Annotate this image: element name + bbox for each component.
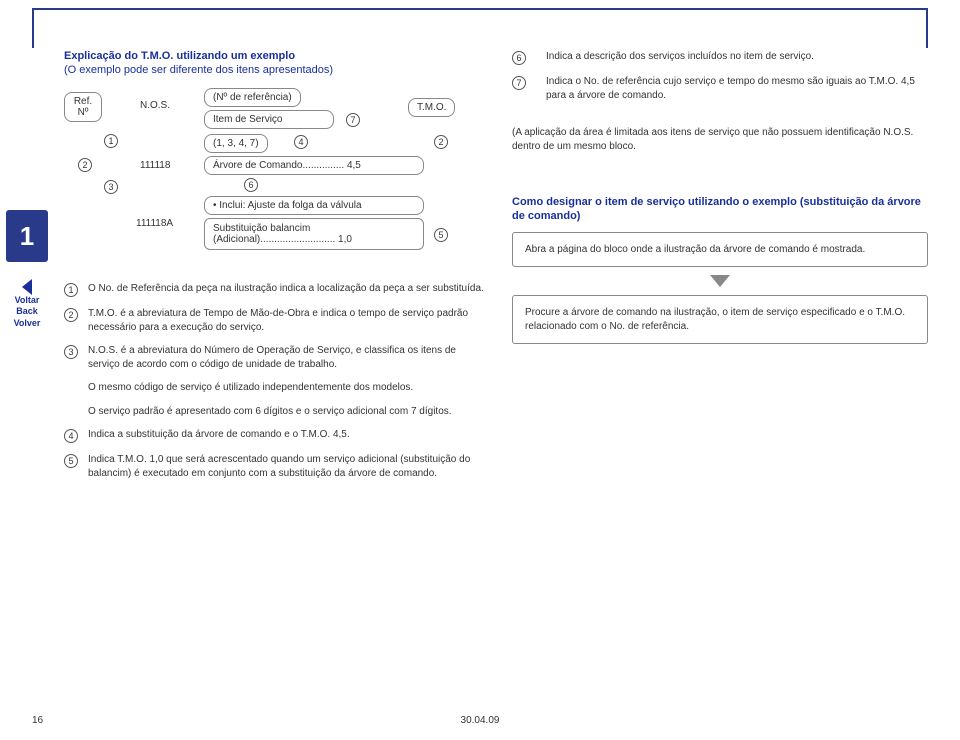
callout-1: 1 — [104, 134, 118, 148]
list-num-3: 3 — [64, 345, 78, 359]
page-subtitle: (O exemplo pode ser diferente dos itens … — [64, 64, 484, 76]
list-item: O serviço padrão é apresentado com 6 díg… — [64, 405, 484, 419]
example-diagram: Ref. Nº N.O.S. (Nº de referência) Item d… — [64, 88, 484, 270]
arvore-box: Árvore de Comando............... 4,5 — [204, 156, 424, 175]
frame-top-left — [32, 8, 34, 48]
list-item: 7 Indica o No. de referência cujo serviç… — [512, 75, 928, 102]
callout-2: 2 — [78, 158, 92, 172]
left-column: Explicação do T.M.O. utilizando um exemp… — [64, 50, 484, 490]
list-num-5: 5 — [64, 454, 78, 468]
procedure-step-1: Abra a página do bloco onde a ilustração… — [512, 232, 928, 268]
list-text-6: Indica a descrição dos serviços incluído… — [546, 50, 928, 65]
procedure-title: Como designar o item de serviço utilizan… — [512, 195, 928, 224]
list-text-5: Indica T.M.O. 1,0 que será acrescentado … — [88, 453, 484, 480]
frame-top — [32, 8, 928, 10]
page-title: Explicação do T.M.O. utilizando um exemp… — [64, 50, 484, 62]
list-text-7: Indica o No. de referência cujo serviço … — [546, 75, 928, 102]
back-label-2: Back — [4, 306, 50, 317]
list-text-2: T.M.O. é a abreviatura de Tempo de Mão-d… — [88, 307, 484, 334]
list-item: 5 Indica T.M.O. 1,0 que será acrescentad… — [64, 453, 484, 480]
list-item: O mesmo código de serviço é utilizado in… — [64, 381, 484, 395]
inclui-box: • Inclui: Ajuste da folga da válvula — [204, 196, 424, 215]
list-text-3c: O serviço padrão é apresentado com 6 díg… — [88, 405, 484, 419]
callout-6: 6 — [244, 178, 258, 192]
list-num-4: 4 — [64, 429, 78, 443]
refno-box: Ref. Nº — [64, 92, 102, 122]
subst-line1: Substituição balancim — [205, 219, 423, 234]
callout-2b: 2 — [434, 135, 448, 149]
subst-box: Substituição balancim (Adicional).......… — [204, 218, 424, 250]
tuple-box: (1, 3, 4, 7) — [204, 134, 268, 153]
list-num-2: 2 — [64, 308, 78, 322]
back-link[interactable]: Voltar Back Volver — [4, 282, 50, 329]
page: 1 Voltar Back Volver Explicação do T.M.O… — [0, 0, 960, 740]
list-num-7: 7 — [512, 76, 526, 90]
code-111118: 111118 — [140, 160, 170, 171]
callout-5: 5 — [434, 228, 448, 242]
back-arrow-icon — [22, 279, 32, 295]
list-text-3b: O mesmo código de serviço é utilizado in… — [88, 381, 484, 395]
list-item: 2 T.M.O. é a abreviatura de Tempo de Mão… — [64, 307, 484, 334]
callout-3: 3 — [104, 180, 118, 194]
list-text-3: N.O.S. é a abreviatura do Número de Oper… — [88, 344, 484, 371]
list-num-6: 6 — [512, 51, 526, 65]
list-text-4: Indica a substituição da árvore de coman… — [88, 428, 484, 443]
list-text-1: O No. de Referência da peça na ilustraçã… — [88, 282, 484, 297]
frame-top-right — [926, 8, 928, 48]
procedure-step-2: Procure a árvore de comando na ilustraçã… — [512, 295, 928, 344]
back-label-1: Voltar — [4, 295, 50, 306]
explanation-list: 1 O No. de Referência da peça na ilustra… — [64, 282, 484, 480]
right-note: (A aplicação da área é limitada aos iten… — [512, 126, 928, 153]
content: Explicação do T.M.O. utilizando um exemp… — [64, 50, 928, 490]
item-servico-box: Item de Serviço — [204, 110, 334, 129]
list-item: 1 O No. de Referência da peça na ilustra… — [64, 282, 484, 297]
section-tab: 1 — [6, 210, 48, 262]
nos-label: N.O.S. — [140, 100, 170, 111]
subst-line2: (Adicional)........................... 1… — [205, 234, 423, 249]
page-date: 30.04.09 — [0, 715, 960, 726]
list-item: 4 Indica a substituição da árvore de com… — [64, 428, 484, 443]
down-arrow-icon — [710, 275, 730, 287]
right-column: 6 Indica a descrição dos serviços incluí… — [512, 50, 928, 490]
code-111118a: 111118A — [136, 218, 173, 229]
callout-4: 4 — [294, 135, 308, 149]
tmo-box: T.M.O. — [408, 98, 455, 117]
list-item: 6 Indica a descrição dos serviços incluí… — [512, 50, 928, 65]
noref-box: (Nº de referência) — [204, 88, 301, 107]
list-item: 3 N.O.S. é a abreviatura do Número de Op… — [64, 344, 484, 371]
back-label-3: Volver — [4, 318, 50, 329]
list-num-1: 1 — [64, 283, 78, 297]
callout-7: 7 — [346, 113, 360, 127]
